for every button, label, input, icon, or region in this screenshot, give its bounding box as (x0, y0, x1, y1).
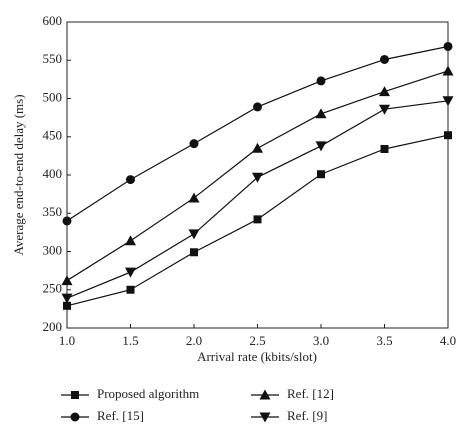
marker (61, 293, 73, 304)
marker (252, 142, 263, 153)
marker (442, 65, 454, 76)
y-tick-label: 400 (43, 166, 63, 181)
legend-marker (259, 389, 271, 400)
series-line (66, 45, 449, 222)
series-line (66, 100, 449, 299)
x-tick-label: 2.0 (186, 333, 202, 348)
y-tick-label: 500 (43, 89, 63, 104)
marker (316, 76, 326, 86)
marker (252, 172, 263, 183)
x-tick-label: 2.5 (249, 333, 265, 348)
y-axis-label: Average end-to-end delay (ms) (11, 94, 26, 255)
marker (442, 96, 454, 107)
x-tick-label: 4.0 (440, 333, 456, 348)
marker (317, 170, 325, 179)
x-tick-label: 1.0 (59, 333, 75, 348)
marker (380, 54, 389, 64)
x-tick-label: 3.5 (376, 333, 392, 348)
y-tick-label: 200 (43, 319, 63, 334)
legend-marker (259, 412, 271, 423)
marker (126, 175, 135, 185)
y-tick-label: 550 (43, 51, 63, 66)
legend-marker (70, 412, 80, 422)
y-tick-label: 350 (43, 204, 63, 219)
marker (125, 267, 136, 278)
legend-label: Ref. [9] (287, 408, 327, 423)
y-tick-label: 450 (43, 128, 63, 143)
legend-marker (71, 391, 79, 399)
marker (189, 139, 199, 149)
marker (188, 229, 200, 240)
marker (380, 144, 389, 153)
marker (315, 141, 327, 152)
marker (315, 108, 327, 119)
y-tick-label: 300 (43, 242, 63, 257)
marker (126, 285, 135, 294)
legend-label: Proposed algorithm (97, 386, 199, 401)
marker (444, 131, 452, 140)
marker (253, 102, 262, 112)
y-tick-label: 250 (43, 281, 63, 296)
legend-label: Ref. [15] (97, 408, 144, 423)
x-axis-label: Arrival rate (kbits/slot) (197, 349, 317, 364)
y-tick-label: 600 (43, 13, 63, 28)
marker (443, 41, 453, 51)
marker (61, 275, 73, 286)
marker (62, 216, 72, 226)
marker (253, 215, 262, 224)
x-tick-label: 3.0 (313, 333, 329, 348)
marker (188, 192, 200, 203)
marker (379, 104, 390, 115)
marker (125, 235, 136, 246)
legend-label: Ref. [12] (287, 386, 334, 401)
marker (190, 248, 198, 257)
x-tick-label: 1.5 (122, 333, 138, 348)
marker (63, 301, 71, 310)
marker (379, 86, 390, 97)
